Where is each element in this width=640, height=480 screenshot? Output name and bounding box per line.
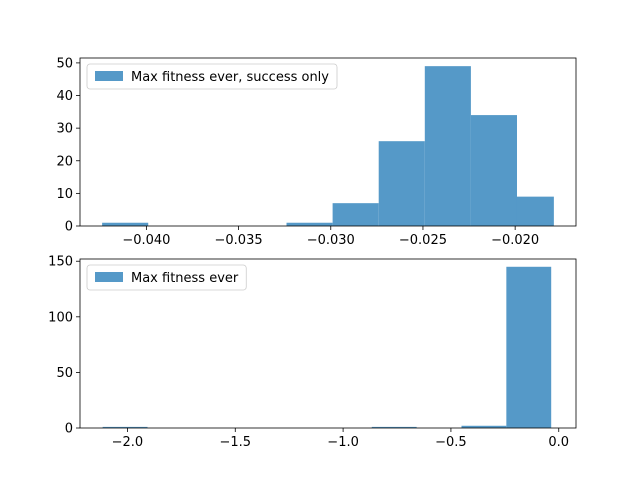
histogram-bar <box>506 266 552 428</box>
x-tick-label: −1.5 <box>219 435 251 450</box>
histogram-bar <box>378 141 425 226</box>
histogram-bar <box>102 222 149 226</box>
histogram-bar <box>286 222 333 226</box>
subplot-1: −0.040 −0.035 −0.030 −0.025 −0.020 0 10 20 30 40 5… <box>56 56 577 248</box>
legend: Max fitness ever, success only <box>86 63 338 90</box>
y-tick-label: 10 <box>56 187 73 202</box>
y-tick-label: 30 <box>56 122 73 137</box>
x-tick-label: −0.030 <box>307 233 355 248</box>
y-tick-label: 0 <box>65 422 73 437</box>
histogram-bar <box>332 203 379 226</box>
histogram-bar <box>424 66 471 227</box>
x-tick-label: 0.0 <box>548 435 569 450</box>
x-tick-label: −1.0 <box>327 435 359 450</box>
legend-swatch <box>95 71 123 81</box>
legend-swatch <box>95 272 123 282</box>
y-tick-label: 40 <box>56 89 73 104</box>
legend-label: Max fitness ever <box>131 271 239 286</box>
y-tick-label: 50 <box>56 366 73 381</box>
x-tick-label: −0.5 <box>435 435 467 450</box>
histogram-bar <box>102 426 148 428</box>
histogram-bar <box>461 425 507 428</box>
x-tick-label: −0.040 <box>122 233 170 248</box>
y-tick-label: 20 <box>56 154 73 169</box>
legend-frame <box>86 264 247 291</box>
x-tick-label: −0.020 <box>491 233 539 248</box>
histogram-bar <box>371 426 417 428</box>
x-tick-label: −0.025 <box>399 233 447 248</box>
histogram-bar <box>470 115 517 226</box>
y-tick-label: 150 <box>48 255 73 270</box>
axes-frame <box>79 57 577 227</box>
y-tick-label: 100 <box>48 310 73 325</box>
x-tick-label: −2.0 <box>112 435 144 450</box>
legend-label: Max fitness ever, success only <box>131 70 329 85</box>
y-tick-label: 0 <box>65 220 73 235</box>
y-tick-label: 50 <box>56 56 73 71</box>
subplot-2: −2.0 −1.5 −1.0 −0.5 0.0 0 50 100 150 Max fitness … <box>48 255 577 450</box>
axes-frame <box>79 258 577 429</box>
legend: Max fitness ever <box>86 264 247 291</box>
legend-frame <box>86 63 338 90</box>
histogram-bar <box>516 196 554 226</box>
x-tick-label: −0.035 <box>215 233 263 248</box>
